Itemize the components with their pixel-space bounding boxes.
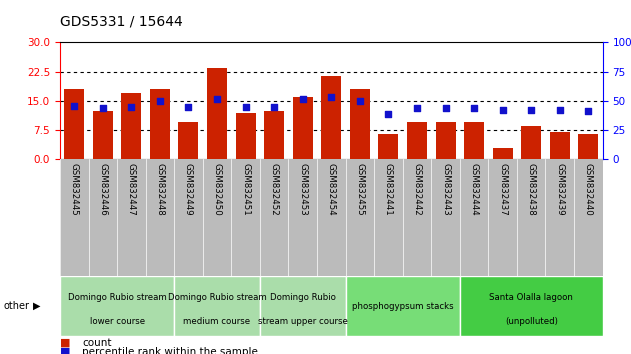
Bar — [174, 276, 260, 336]
Point — [555, 107, 565, 113]
Text: GSM832451: GSM832451 — [241, 163, 250, 216]
Point — [184, 104, 194, 110]
Bar — [350, 89, 370, 159]
Bar — [493, 148, 512, 159]
Text: GSM832444: GSM832444 — [469, 163, 478, 216]
Text: GDS5331 / 15644: GDS5331 / 15644 — [60, 14, 183, 28]
Bar — [179, 122, 199, 159]
Text: Domingo Rubio stream: Domingo Rubio stream — [168, 293, 266, 302]
Bar — [64, 89, 84, 159]
Point — [440, 105, 451, 111]
Bar — [521, 126, 541, 159]
Text: Domingo Rubio: Domingo Rubio — [270, 293, 336, 302]
Text: GSM832439: GSM832439 — [555, 163, 564, 216]
Bar — [379, 134, 398, 159]
Point — [212, 96, 222, 101]
Text: ■: ■ — [60, 338, 71, 348]
Text: GSM832450: GSM832450 — [213, 163, 221, 216]
Point — [298, 96, 308, 101]
Text: GSM832447: GSM832447 — [127, 163, 136, 216]
Bar — [346, 276, 460, 336]
Text: GSM832454: GSM832454 — [327, 163, 336, 216]
Text: GSM832441: GSM832441 — [384, 163, 393, 216]
Bar — [407, 122, 427, 159]
Point — [69, 103, 80, 108]
Text: GSM832449: GSM832449 — [184, 163, 193, 216]
Point — [326, 95, 336, 100]
Bar — [207, 68, 227, 159]
Point — [384, 111, 394, 116]
Point — [469, 105, 479, 111]
Text: GSM832448: GSM832448 — [155, 163, 165, 216]
Text: (unpolluted): (unpolluted) — [505, 317, 558, 326]
Point — [583, 109, 593, 114]
Bar — [150, 89, 170, 159]
Bar — [293, 97, 313, 159]
Text: other: other — [3, 301, 29, 311]
Text: percentile rank within the sample: percentile rank within the sample — [82, 347, 258, 354]
Bar — [321, 76, 341, 159]
Bar — [579, 134, 598, 159]
Point — [498, 107, 508, 113]
Point — [240, 104, 251, 110]
Text: phosphogypsum stacks: phosphogypsum stacks — [352, 302, 454, 311]
Bar — [60, 276, 174, 336]
Bar — [464, 122, 484, 159]
Text: ▶: ▶ — [33, 301, 40, 311]
Point — [269, 104, 279, 110]
Point — [155, 98, 165, 104]
Text: Domingo Rubio stream: Domingo Rubio stream — [68, 293, 167, 302]
Text: ■: ■ — [60, 347, 71, 354]
Text: GSM832455: GSM832455 — [355, 163, 364, 216]
Text: GSM832452: GSM832452 — [269, 163, 279, 216]
Bar — [264, 110, 284, 159]
Bar — [460, 276, 603, 336]
Text: GSM832453: GSM832453 — [298, 163, 307, 216]
Bar — [260, 276, 346, 336]
Point — [355, 98, 365, 104]
Text: lower course: lower course — [90, 317, 144, 326]
Text: Santa Olalla lagoon: Santa Olalla lagoon — [489, 293, 573, 302]
Text: GSM832443: GSM832443 — [441, 163, 450, 216]
Text: stream upper course: stream upper course — [258, 317, 348, 326]
Text: medium course: medium course — [184, 317, 251, 326]
Text: count: count — [82, 338, 112, 348]
Point — [526, 107, 536, 113]
Text: GSM832446: GSM832446 — [98, 163, 107, 216]
Bar — [121, 93, 141, 159]
Bar — [235, 113, 256, 159]
Point — [126, 104, 136, 110]
Text: GSM832442: GSM832442 — [413, 163, 422, 216]
Text: GSM832445: GSM832445 — [70, 163, 79, 216]
Text: GSM832440: GSM832440 — [584, 163, 593, 216]
Text: GSM832437: GSM832437 — [498, 163, 507, 216]
Bar — [435, 122, 456, 159]
Text: GSM832438: GSM832438 — [527, 163, 536, 216]
Point — [98, 105, 108, 111]
Bar — [550, 132, 570, 159]
Point — [412, 105, 422, 111]
Bar — [93, 110, 113, 159]
